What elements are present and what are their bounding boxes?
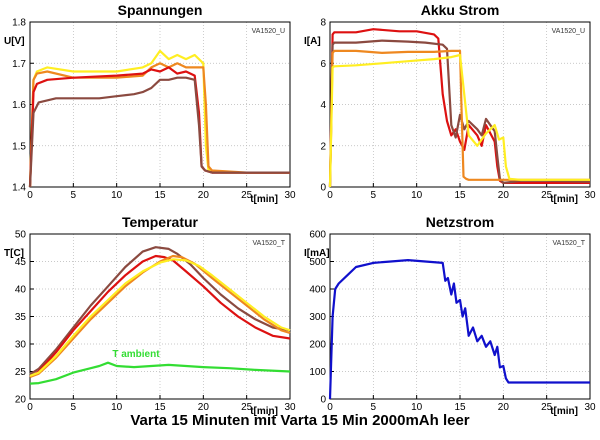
y-tick-label: 400: [309, 285, 326, 296]
y-tick-label: 30: [15, 340, 27, 351]
y-tick-label: 2: [320, 141, 326, 152]
y-tick-label: 4: [320, 100, 326, 111]
x-tick-label: 5: [71, 402, 77, 413]
y-tick-label: 1.4: [12, 183, 26, 194]
x-tick-label: 25: [241, 402, 253, 413]
y-axis-label: I[A]: [304, 36, 321, 47]
chart-panel-0: Spannungen 0 5 10 15 20 25 30 1.4 1.5 1.6 1.7 1.8 U[V…: [4, 2, 296, 205]
x-tick-label: 20: [498, 190, 510, 201]
y-tick-label: 1.5: [12, 141, 26, 152]
x-axis-label: t[min]: [550, 194, 578, 205]
x-tick-label: 15: [154, 190, 166, 201]
y-tick-label: 500: [309, 257, 326, 268]
series-line-4: [29, 258, 291, 377]
series-line-0: [29, 361, 291, 385]
x-tick-label: 20: [498, 402, 510, 413]
y-tick-label: 1.7: [12, 59, 26, 70]
y-tick-label: 8: [320, 18, 326, 29]
series-line-1: [28, 62, 290, 188]
series-line-3: [28, 76, 290, 188]
x-tick-label: 10: [111, 190, 123, 201]
y-tick-label: 1.6: [12, 100, 26, 111]
x-tick-label: 0: [27, 402, 33, 413]
series-line-2: [328, 49, 590, 188]
annotation-label: T ambient: [112, 349, 160, 360]
y-axis-label: U[V]: [4, 36, 25, 47]
y-tick-label: 20: [15, 395, 27, 406]
y-tick-label: 600: [309, 230, 326, 241]
y-tick-label: 0: [320, 395, 326, 406]
x-tick-label: 10: [411, 402, 423, 413]
y-tick-label: 100: [309, 367, 326, 378]
chart-title: Netzstrom: [426, 214, 494, 230]
y-tick-label: 1.8: [12, 18, 26, 29]
series-line-0: [328, 259, 590, 400]
x-axis-label: t[min]: [250, 406, 278, 417]
x-tick-label: 20: [198, 402, 210, 413]
x-tick-label: 0: [27, 190, 33, 201]
x-tick-label: 15: [454, 190, 466, 201]
x-axis-label: t[min]: [250, 194, 278, 205]
x-tick-label: 5: [371, 402, 377, 413]
y-tick-label: 200: [309, 340, 326, 351]
chart-panel-1: Akku Strom 0 5 10 15 20 25 30 0 2 4 6 8 I[A] t[min] VA1…: [304, 2, 596, 205]
chart-title: Akku Strom: [421, 2, 500, 18]
y-axis-label: I[mA]: [304, 248, 330, 259]
x-tick-label: 5: [371, 190, 377, 201]
chart-title: Spannungen: [118, 2, 203, 18]
x-tick-label: 25: [241, 190, 253, 201]
chart-tag: VA1520_U: [252, 28, 285, 35]
chart-panel-2: Temperatur 0 5 10 15 20 25 30 20 25 30 35 40 45 50 T[C]…: [4, 214, 296, 417]
x-tick-label: 25: [541, 190, 553, 201]
series-line-2: [29, 254, 291, 378]
y-tick-label: 25: [15, 367, 27, 378]
x-tick-label: 30: [584, 402, 596, 413]
x-tick-label: 30: [584, 190, 596, 201]
x-tick-label: 30: [284, 402, 296, 413]
x-tick-label: 15: [454, 402, 466, 413]
series-line-3: [29, 254, 291, 379]
y-tick-label: 45: [15, 257, 27, 268]
chart-title: Temperatur: [122, 214, 199, 230]
series-line-3: [328, 53, 590, 188]
x-tick-label: 10: [111, 402, 123, 413]
y-tick-label: 50: [15, 230, 27, 241]
y-tick-label: 6: [320, 59, 326, 70]
y-axis-label: T[C]: [4, 248, 24, 259]
chart-tag: VA1520_T: [252, 240, 285, 247]
x-tick-label: 0: [327, 402, 333, 413]
x-tick-label: 15: [154, 402, 166, 413]
x-axis-label: t[min]: [550, 406, 578, 417]
x-tick-label: 0: [327, 190, 333, 201]
series-line-1: [29, 246, 291, 376]
y-tick-label: 0: [320, 183, 326, 194]
chart-tag: VA1520_T: [552, 240, 585, 247]
x-tick-label: 25: [541, 402, 553, 413]
figure-caption: Varta 15 Minuten mit Varta 15 Min 2000mA…: [130, 412, 470, 429]
x-tick-label: 30: [284, 190, 296, 201]
x-tick-label: 5: [71, 190, 77, 201]
x-tick-label: 10: [411, 190, 423, 201]
y-tick-label: 40: [15, 285, 27, 296]
y-tick-label: 35: [15, 312, 27, 323]
chart-tag: VA1520_U: [552, 28, 585, 35]
y-tick-label: 300: [309, 312, 326, 323]
x-tick-label: 20: [198, 190, 210, 201]
